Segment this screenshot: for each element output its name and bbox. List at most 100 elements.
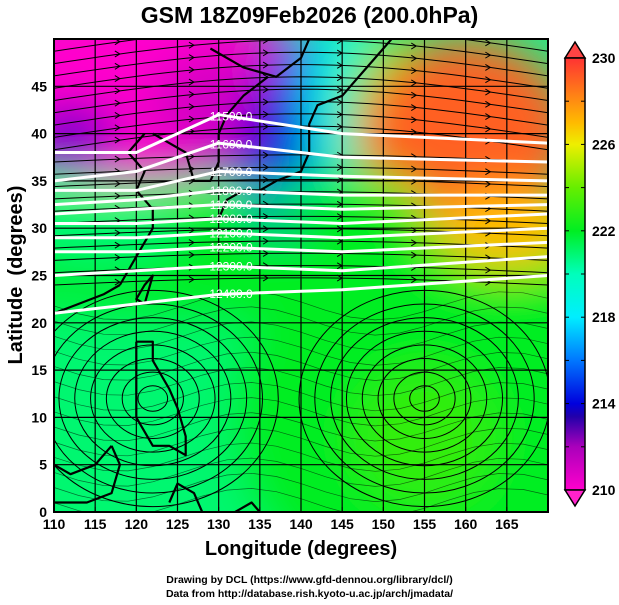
y-axis-label: Latitude (degrees) <box>5 186 27 365</box>
y-tick-label: 0 <box>39 504 47 520</box>
x-tick-label: 135 <box>248 516 272 532</box>
x-tick-label: 115 <box>84 516 107 532</box>
streamline-arrow <box>485 39 492 47</box>
contour-line <box>54 240 548 254</box>
streamline-arrow <box>189 30 194 36</box>
streamline-arrow <box>485 100 492 108</box>
streamline-arrow <box>114 180 121 188</box>
streamline-arrow <box>262 123 270 130</box>
contour-line <box>54 113 548 154</box>
streamline-arrow <box>188 115 195 123</box>
streamline-loop <box>137 385 169 412</box>
streamline-arrow <box>485 266 492 274</box>
coastline <box>54 445 113 476</box>
streamline-arrow <box>114 278 121 286</box>
streamline-arrow <box>188 251 195 259</box>
streamline-arrow <box>485 180 492 188</box>
streamline-arrow <box>411 104 418 111</box>
colorbar-tick-label: 214 <box>592 396 616 412</box>
streamline-arrow <box>262 61 270 69</box>
colorbar-max-extend <box>563 40 587 59</box>
streamline-arrow <box>411 239 418 247</box>
colorbar-tick-label: 218 <box>592 309 616 325</box>
streamline-loop <box>54 289 279 508</box>
x-tick-label: 125 <box>166 516 190 532</box>
contour-label: 12100.0 <box>209 226 253 240</box>
contour-label: 12200.0 <box>209 241 253 255</box>
contour-label: 12000.0 <box>209 212 253 226</box>
colorbar: 230 226 222 218 214 210 <box>563 40 616 508</box>
contour-line <box>54 203 548 216</box>
streamline-arrow <box>114 50 121 58</box>
coastline <box>234 501 261 512</box>
contour-label: 11500.0 <box>210 110 253 124</box>
y-tick-label: 20 <box>31 315 47 331</box>
streamline-arrow <box>485 76 492 84</box>
contour-label: 11900.0 <box>210 198 253 212</box>
coastline <box>54 445 121 504</box>
streamline-arrow <box>337 25 342 31</box>
streamline-arrow <box>114 229 121 237</box>
contour-label: 11800.0 <box>210 184 253 198</box>
contour-line <box>54 212 548 225</box>
streamline-arrow <box>411 91 418 99</box>
colorbar-tick-label: 222 <box>592 223 616 239</box>
streamline-arrow <box>114 241 121 249</box>
contour-line <box>54 226 548 240</box>
contour-line <box>54 141 548 183</box>
contour-label: 12300.0 <box>209 260 253 274</box>
streamline-arrow <box>411 116 418 124</box>
contour-line <box>54 255 548 277</box>
chart-title: GSM 18Z09Feb2026 (200.0hPa) <box>140 2 479 28</box>
streamline-arrow <box>411 42 418 50</box>
y-tick-label: 35 <box>31 173 47 189</box>
streamline-arrow <box>114 62 121 70</box>
streamline-arrow <box>188 54 195 61</box>
y-tick-label: 5 <box>39 457 47 473</box>
streamline-arrow <box>262 39 270 44</box>
streamline-arrow <box>485 168 492 176</box>
coastline <box>168 482 204 512</box>
streamline-arrow <box>188 239 195 246</box>
streamline-arrow <box>114 112 121 119</box>
streamline-arrow <box>188 276 195 283</box>
x-tick-label: 150 <box>372 516 396 532</box>
streamline-arrow <box>411 79 418 87</box>
streamline-arrow <box>114 155 121 163</box>
streamline-arrow <box>262 49 270 57</box>
contour-label: 12400.0 <box>209 287 253 301</box>
x-tick-label: 130 <box>207 516 231 532</box>
streamline-arrow <box>262 176 270 184</box>
streamline-arrow <box>114 87 121 95</box>
streamline-arrow <box>262 213 270 220</box>
streamline-arrow <box>485 51 492 59</box>
streamline-arrow <box>263 25 268 31</box>
streamline-loop <box>74 330 232 467</box>
streamline-arrow <box>262 110 270 118</box>
streamline-arrow <box>188 41 195 49</box>
contour-line <box>54 274 548 315</box>
credit-drawing: Drawing by DCL (https://www.gfd-dennou.o… <box>166 574 453 586</box>
x-axis-label: Longitude (degrees) <box>205 538 397 560</box>
x-tick-label: 120 <box>125 516 149 532</box>
streamline-arrow <box>188 78 195 86</box>
y-tick-label: 10 <box>31 409 47 425</box>
streamline-arrow <box>411 276 418 284</box>
streamline-arrow <box>114 192 121 200</box>
streamline-arrow <box>485 63 492 71</box>
streamline-arrow <box>188 153 195 160</box>
streamline-arrow <box>114 75 121 83</box>
x-tick-label: 140 <box>289 516 313 532</box>
streamline-arrow <box>485 217 492 225</box>
x-tick-label: 155 <box>413 516 437 532</box>
y-tick-label: 25 <box>31 268 47 284</box>
streamline-arrow <box>411 54 418 62</box>
y-tick-label: 15 <box>31 362 47 378</box>
x-tick-label: 165 <box>495 516 519 532</box>
colorbar-tick-label: 226 <box>592 136 616 152</box>
coastline <box>54 284 121 315</box>
colorbar-min-extend <box>563 489 587 508</box>
streamline-arrow <box>411 165 418 173</box>
